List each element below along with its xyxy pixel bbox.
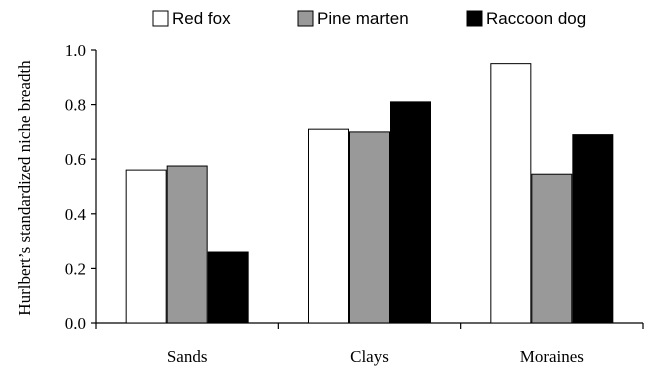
- bar-red-fox-sands: [125, 169, 167, 324]
- legend: Red fox Pine marten Raccoon dog: [152, 9, 586, 28]
- legend-swatch: [152, 10, 169, 27]
- legend-item-raccoon-dog: Raccoon dog: [466, 9, 586, 28]
- legend-swatch: [297, 10, 314, 27]
- x-axis: Sands Clays Moraines: [95, 322, 644, 366]
- bar-raccoon-dog-moraines: [572, 134, 614, 324]
- legend-label: Pine marten: [317, 9, 409, 28]
- legend-swatch: [466, 10, 483, 27]
- bar-red-fox-clays: [308, 128, 349, 324]
- y-axis: 0.0 0.2 0.4 0.6 0.8 1.0: [65, 41, 97, 333]
- legend-item-red-fox: Red fox: [152, 9, 231, 28]
- legend-item-pine-marten: Pine marten: [297, 9, 409, 28]
- bar-pine-marten-moraines: [531, 173, 573, 324]
- bar-pine-marten-sands: [166, 165, 208, 324]
- bar-raccoon-dog-clays: [390, 101, 431, 324]
- bar-pine-marten-clays: [349, 131, 390, 324]
- bar-red-fox-moraines: [490, 63, 532, 324]
- y-tick-label: 0.6: [65, 150, 86, 169]
- y-tick-label: 0.8: [65, 96, 86, 115]
- x-tick-label: Moraines: [520, 347, 584, 366]
- y-tick-label: 0.0: [65, 314, 86, 333]
- y-tick-label: 0.2: [65, 259, 86, 278]
- y-tick-label: 1.0: [65, 41, 86, 60]
- y-tick-label: 0.4: [65, 205, 87, 224]
- x-tick-label: Clays: [350, 347, 389, 366]
- legend-label: Raccoon dog: [486, 9, 586, 28]
- y-axis-title: Hurlbert’s standardized niche breadth: [15, 60, 34, 316]
- legend-label: Red fox: [172, 9, 231, 28]
- bar-raccoon-dog-sands: [207, 251, 249, 324]
- x-tick-label: Sands: [167, 347, 208, 366]
- bars: [125, 63, 614, 324]
